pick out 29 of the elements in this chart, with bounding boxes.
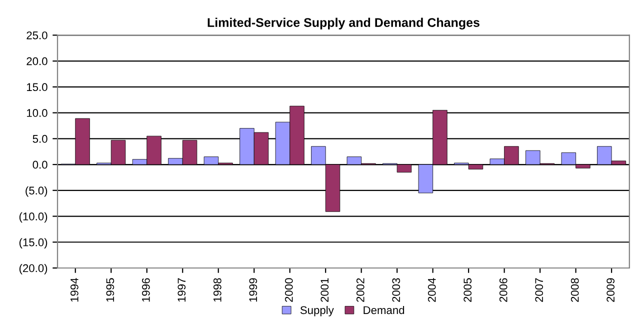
x-tick-label: 2003 [392,278,400,302]
x-tick-label: 2005 [464,278,472,302]
y-tick-label: 20.0 [26,57,48,66]
x-tick-label: 1995 [106,278,114,302]
y-tick-label: 0.0 [32,160,48,169]
x-tick-label: 2004 [428,278,436,302]
x-tick-label: 1997 [178,278,186,302]
x-tick-label: 2002 [356,278,364,302]
x-tick-label: 1994 [70,278,78,302]
x-tick-label: 1998 [213,278,222,302]
x-tick-label: 2009 [606,278,615,302]
x-tick-label: 2008 [570,278,579,302]
y-tick-label: (20.0) [19,264,48,274]
x-tick-label: 2007 [535,278,544,302]
x-tick-label: 2000 [284,278,293,302]
x-tick-label: 1999 [249,278,258,302]
y-tick-label: 5.0 [32,134,48,143]
y-tick-label: 10.0 [27,109,48,117]
y-tick-label: (15.0) [19,238,48,248]
legend-label: Demand [364,306,404,314]
x-tick-label: 2001 [320,278,329,302]
x-tick-label: 1996 [142,278,150,302]
y-tick-label: (10.0) [19,212,48,223]
legend-label: Supply [300,306,334,316]
y-tick-label: (5.0) [26,186,48,197]
chart-title: Limited-Service Supply and Demand Changes [208,18,480,30]
y-tick-label: 25.0 [26,31,48,40]
x-tick-label: 2006 [499,278,508,302]
y-tick-label: 15.0 [27,83,48,92]
